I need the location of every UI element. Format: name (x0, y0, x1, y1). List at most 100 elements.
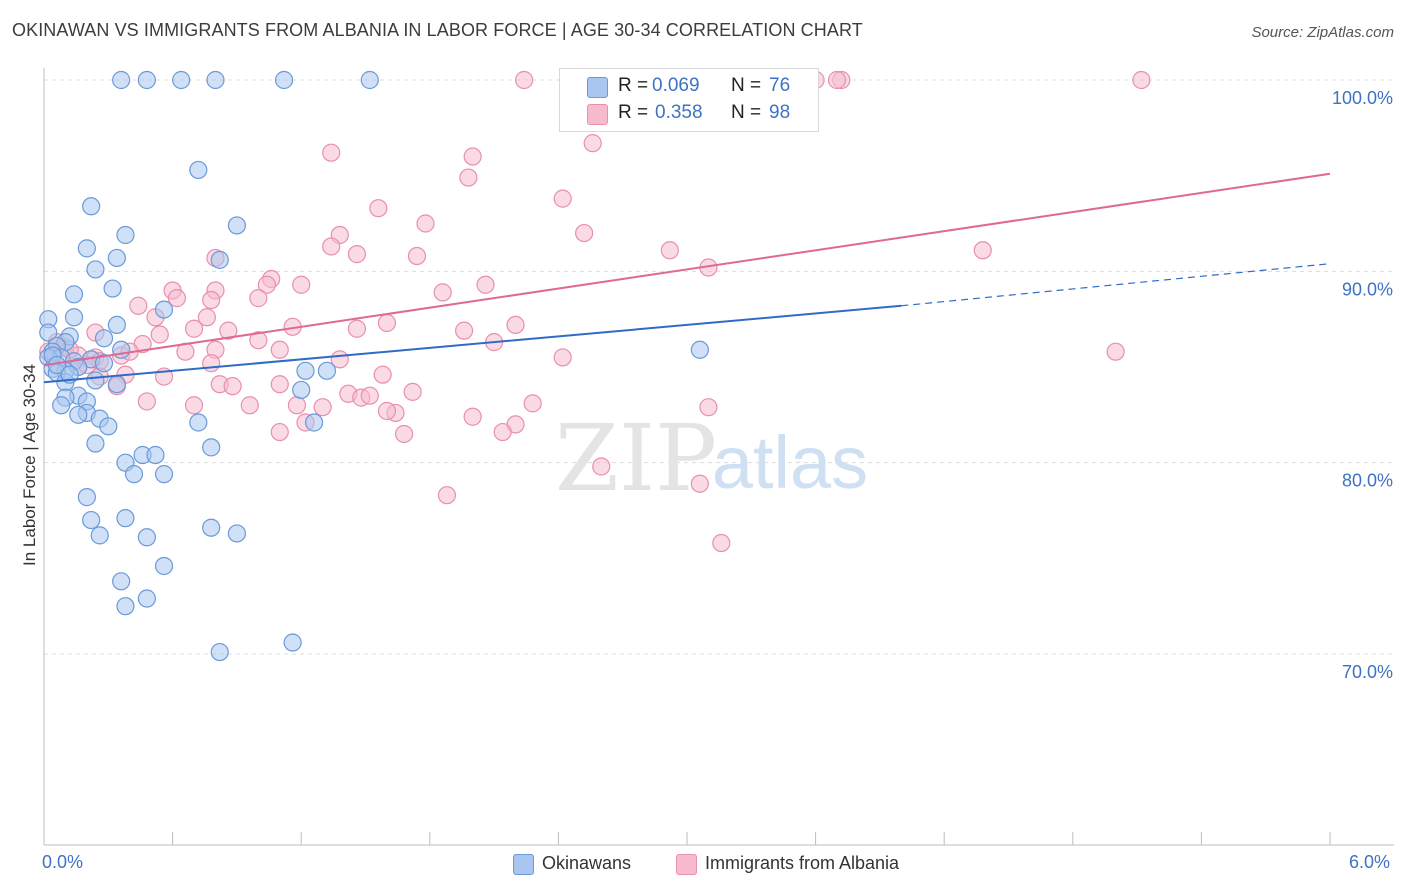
albania-point (202, 354, 221, 373)
okinawan-point (292, 380, 311, 400)
okinawan-point (112, 70, 131, 90)
albania-point (407, 246, 427, 266)
albania-point (270, 375, 289, 394)
r-value: 0.069 (652, 75, 700, 96)
okinawan-point (94, 329, 114, 348)
okinawan-point (116, 225, 135, 245)
series-legend: Okinawans Immigrants from Albania (0, 852, 1406, 878)
okinawan-point (116, 597, 135, 616)
albania-point (515, 70, 534, 90)
albania-point (150, 325, 169, 344)
albania-point (553, 189, 572, 208)
albania-legend-swatch (676, 854, 697, 875)
albania-point (137, 392, 156, 411)
n-label: N = (731, 102, 762, 123)
albania-point (592, 457, 611, 476)
grid-layer (44, 79, 1394, 655)
albania-point (347, 319, 367, 338)
albania-point (416, 214, 435, 233)
okinawan-point (107, 315, 126, 335)
albania-point (322, 237, 341, 256)
source-label: Source: ZipAtlas.com (1251, 24, 1394, 41)
okinawan-point (360, 70, 379, 90)
albania-point (313, 398, 332, 417)
stats-legend-row-albania: R = 0.358 N = 98 (560, 101, 818, 127)
okinawan-point (202, 518, 221, 537)
okinawan-point (189, 413, 208, 432)
albania-point (690, 474, 709, 493)
albania-point (437, 486, 457, 505)
okinawan-point (137, 528, 156, 547)
okinawan-point (82, 197, 101, 216)
albania-point (184, 396, 204, 415)
okinawan-point (189, 160, 208, 180)
okinawan-point (103, 279, 122, 298)
watermark: ZIP atlas (555, 405, 868, 512)
okinawan-trend-extension (901, 263, 1331, 307)
okinawan-point (317, 361, 337, 380)
albania-point (493, 422, 512, 442)
albania-point (270, 422, 289, 442)
albania-point (249, 289, 268, 308)
okinawan-point (112, 572, 131, 591)
stats-legend: R = 0.069 N = 76 R = 0.358 N = 98 (559, 68, 819, 132)
okinawan-point (304, 413, 324, 432)
trend-lines (43, 172, 1331, 384)
albania-point (184, 319, 204, 338)
r-label: R = (618, 75, 649, 96)
albania-point (219, 321, 238, 340)
okinawan-point (124, 465, 144, 484)
albania-point (699, 398, 718, 417)
okinawan-point (137, 589, 156, 608)
okinawan-point (296, 361, 315, 380)
okinawan-point (172, 70, 191, 90)
okinawan-point (154, 556, 174, 576)
okinawan-point (690, 340, 709, 359)
okinawan-point (116, 509, 135, 528)
okinawan-point (94, 354, 114, 373)
okinawan-point (146, 445, 165, 465)
albania-point (360, 386, 379, 405)
albania-point (287, 396, 307, 415)
albania-point (553, 348, 572, 367)
axis-layer (43, 68, 1394, 846)
albania-trend-line (43, 172, 1331, 367)
okinawans-legend-swatch (513, 854, 534, 875)
albania-point (463, 147, 482, 166)
albania-point (403, 382, 422, 401)
okinawan-point (86, 260, 105, 279)
okinawan-point (99, 417, 118, 436)
albania-point (459, 168, 478, 187)
x-tick-label-min: 0.0% (42, 852, 84, 872)
okinawan-point (210, 250, 229, 269)
albania-point (322, 143, 341, 162)
okinawan-point (86, 371, 105, 390)
albania-point (433, 283, 452, 302)
albania-point (347, 245, 367, 264)
okinawan-point (107, 248, 126, 268)
albania-swatch (587, 104, 608, 125)
okinawan-point (112, 340, 131, 359)
r-value: 0.358 (655, 102, 703, 123)
n-value: 98 (769, 102, 791, 123)
y-tick-label: 80.0% (1342, 471, 1393, 491)
x-tick-label-max: 6.0% (1349, 852, 1391, 872)
okinawan-point (39, 323, 58, 342)
albania-point (223, 377, 242, 396)
albania-point (973, 241, 992, 260)
y-tick-label: 70.0% (1342, 662, 1393, 682)
okinawan-point (206, 70, 225, 90)
stats-legend-row-okinawans: R = 0.069 N = 76 (560, 74, 818, 100)
okinawan-point (210, 642, 229, 662)
r-label: R = (618, 102, 649, 123)
okinawan-point (69, 405, 88, 424)
albania-point (257, 275, 277, 294)
albania-point (129, 296, 148, 315)
albania-point (240, 396, 259, 415)
albania-point (523, 394, 542, 413)
watermark-atlas: atlas (712, 421, 868, 504)
albania-point (506, 315, 525, 335)
legend-label-okinawans: Okinawans (542, 853, 632, 873)
okinawan-point (77, 488, 96, 507)
